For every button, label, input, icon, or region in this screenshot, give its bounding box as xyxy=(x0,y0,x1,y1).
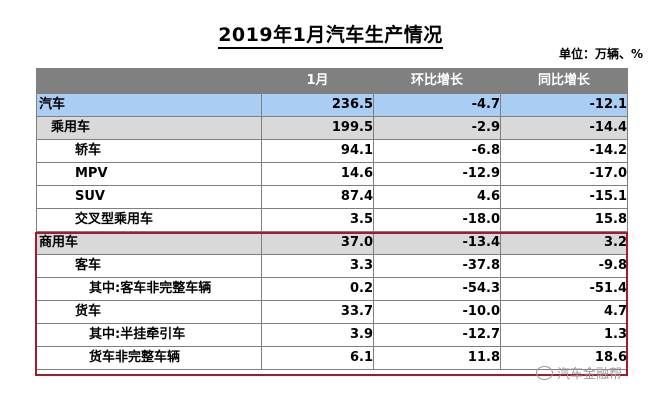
month-value: 87.4 xyxy=(261,185,374,209)
row-label: 汽车 xyxy=(36,93,262,117)
row-label: 货车非完整车辆 xyxy=(36,346,262,370)
mom-value: 4.6 xyxy=(373,185,501,209)
yoy-value: -14.4 xyxy=(500,116,628,140)
watermark: 汽车金融帮 xyxy=(536,363,622,382)
month-value: 3.3 xyxy=(261,254,374,278)
row-label: 商用车 xyxy=(36,231,262,255)
table-row: SUV 87.4 4.6 -15.1 xyxy=(36,185,628,209)
table-row: MPV 14.6 -12.9 -17.0 xyxy=(36,162,628,186)
mom-value: -54.3 xyxy=(373,277,501,301)
month-value: 0.2 xyxy=(261,277,374,301)
mom-value: -6.8 xyxy=(373,139,501,163)
yoy-value: 1.3 xyxy=(500,323,628,347)
mom-value: -12.7 xyxy=(373,323,501,347)
mom-value: 11.8 xyxy=(373,346,501,370)
month-value: 33.7 xyxy=(261,300,374,324)
month-value: 3.9 xyxy=(261,323,374,347)
row-label: MPV xyxy=(36,162,262,186)
table-header: 1月 环比增长 同比增长 xyxy=(36,68,628,94)
watermark-text: 汽车金融帮 xyxy=(557,367,623,382)
wechat-icon xyxy=(536,365,553,380)
table-row: 客车 3.3 -37.8 -9.8 xyxy=(36,254,628,278)
row-label: 货车 xyxy=(36,300,262,324)
header-cell: 1月 xyxy=(261,68,374,94)
mom-value: -2.9 xyxy=(373,116,501,140)
table-row: 交叉型乘用车 3.5 -18.0 15.8 xyxy=(36,208,628,232)
yoy-value: 3.2 xyxy=(500,231,628,255)
yoy-value: -9.8 xyxy=(500,254,628,278)
header-cell: 环比增长 xyxy=(373,68,501,94)
page-title: 2019年1月汽车生产情况 xyxy=(0,20,661,49)
yoy-value: -12.1 xyxy=(500,93,628,117)
header-cell xyxy=(36,68,262,94)
yoy-value: -51.4 xyxy=(500,277,628,301)
unit-label: 单位：万辆、% xyxy=(558,47,643,61)
row-label: 其中:客车非完整车辆 xyxy=(36,277,262,301)
month-value: 199.5 xyxy=(261,116,374,140)
month-value: 3.5 xyxy=(261,208,374,232)
row-label: 轿车 xyxy=(36,139,262,163)
yoy-value: -15.1 xyxy=(500,185,628,209)
yoy-value: -14.2 xyxy=(500,139,628,163)
month-value: 14.6 xyxy=(261,162,374,186)
table-row: 货车 33.7 -10.0 4.7 xyxy=(36,300,628,324)
row-label: 客车 xyxy=(36,254,262,278)
production-table: 1月 环比增长 同比增长 汽车 236.5 -4.7 -12.1 乘用车 199… xyxy=(36,68,628,370)
mom-value: -37.8 xyxy=(373,254,501,278)
table-row: 汽车 236.5 -4.7 -12.1 xyxy=(36,93,628,117)
mom-value: -13.4 xyxy=(373,231,501,255)
month-value: 6.1 xyxy=(261,346,374,370)
yoy-value: 18.6 xyxy=(500,346,628,370)
month-value: 37.0 xyxy=(261,231,374,255)
table-row: 其中:半挂牵引车 3.9 -12.7 1.3 xyxy=(36,323,628,347)
month-value: 236.5 xyxy=(261,93,374,117)
table-row: 商用车 37.0 -13.4 3.2 xyxy=(36,231,628,255)
table-row: 乘用车 199.5 -2.9 -14.4 xyxy=(36,116,628,140)
mom-value: -18.0 xyxy=(373,208,501,232)
row-label: 乘用车 xyxy=(36,116,262,140)
table-row: 货车非完整车辆 6.1 11.8 18.6 xyxy=(36,346,628,370)
mom-value: -4.7 xyxy=(373,93,501,117)
row-label: SUV xyxy=(36,185,262,209)
row-label: 其中:半挂牵引车 xyxy=(36,323,262,347)
table-row: 轿车 94.1 -6.8 -14.2 xyxy=(36,139,628,163)
month-value: 94.1 xyxy=(261,139,374,163)
table-row: 其中:客车非完整车辆 0.2 -54.3 -51.4 xyxy=(36,277,628,301)
yoy-value: 4.7 xyxy=(500,300,628,324)
row-label: 交叉型乘用车 xyxy=(36,208,262,232)
yoy-value: 15.8 xyxy=(500,208,628,232)
mom-value: -10.0 xyxy=(373,300,501,324)
header-cell: 同比增长 xyxy=(500,68,628,94)
yoy-value: -17.0 xyxy=(500,162,628,186)
mom-value: -12.9 xyxy=(373,162,501,186)
